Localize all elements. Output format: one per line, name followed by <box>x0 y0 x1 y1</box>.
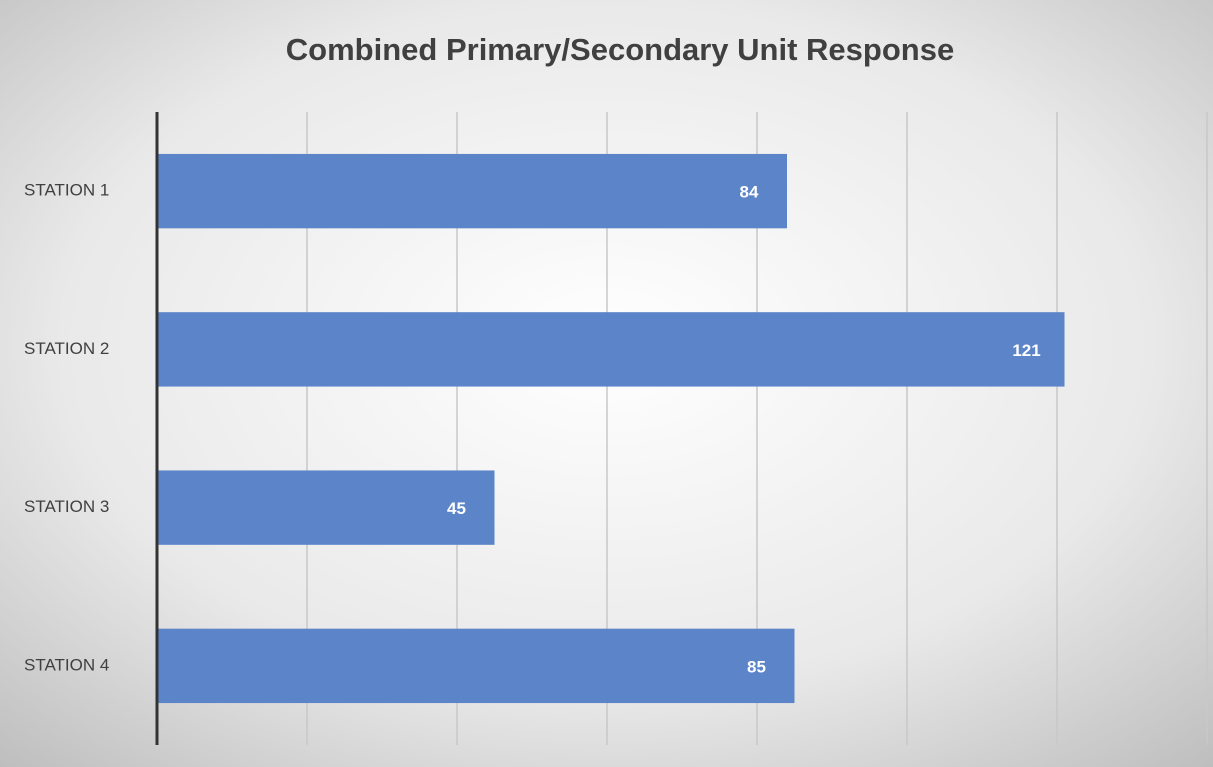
y-tick-label: STATION 2 <box>24 339 109 358</box>
y-tick-label: STATION 4 <box>24 655 109 674</box>
bar <box>157 153 787 229</box>
data-label: 84 <box>740 183 759 202</box>
bar <box>157 628 795 704</box>
bar <box>157 470 495 545</box>
data-label: 85 <box>747 657 766 676</box>
chart-title: Combined Primary/Secondary Unit Response <box>286 32 954 67</box>
y-tick-label: STATION 1 <box>24 181 109 200</box>
data-label: 121 <box>1012 341 1040 360</box>
bar <box>157 312 1065 387</box>
data-label: 45 <box>447 499 466 518</box>
y-tick-label: STATION 3 <box>24 497 109 516</box>
plot-area: STATION 1 84 STATION 2 121 STATION 3 45 STATIO… <box>24 112 1208 745</box>
